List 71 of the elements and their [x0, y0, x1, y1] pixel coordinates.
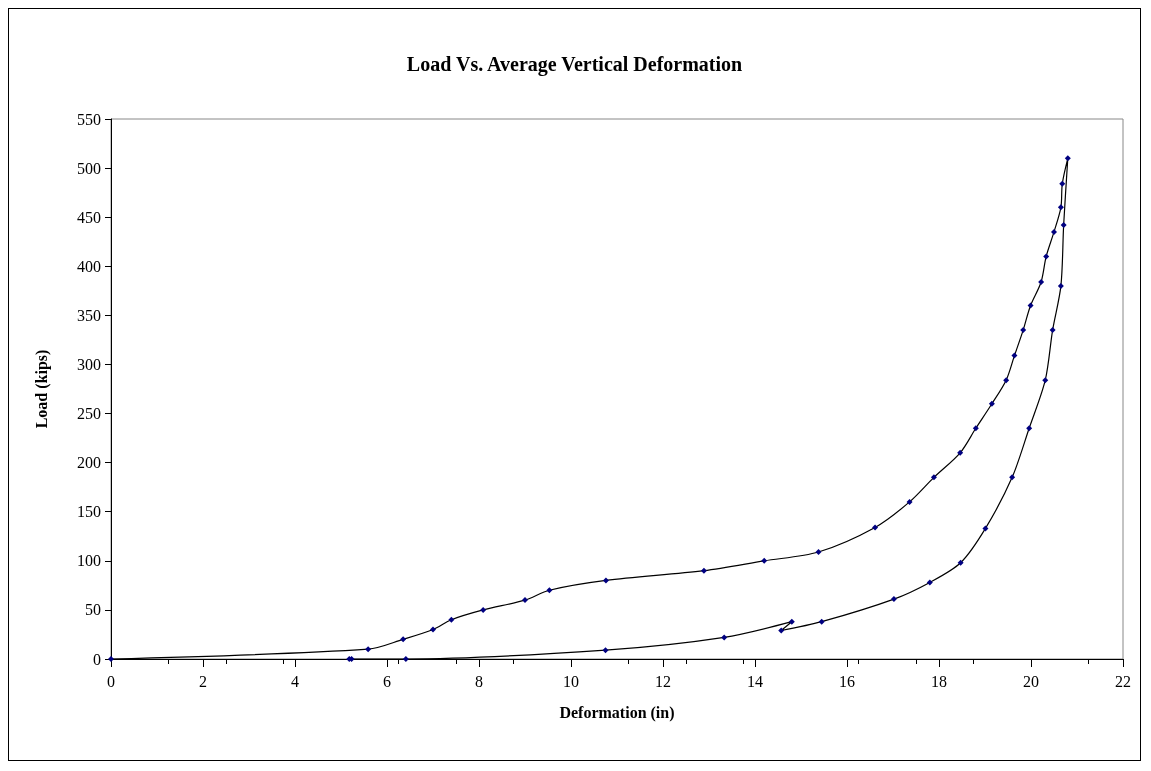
y-tick-label: 0	[93, 650, 101, 668]
point	[108, 656, 114, 662]
y-tick-label: 300	[77, 355, 101, 373]
y-tick-label: 150	[77, 503, 101, 521]
x-tick-label: 12	[655, 672, 671, 690]
x-tick-label: 4	[291, 672, 299, 690]
point	[602, 577, 609, 584]
point	[700, 567, 707, 574]
x-tick-label: 14	[747, 672, 763, 690]
point	[1038, 278, 1045, 285]
point	[1064, 155, 1071, 162]
x-axis-title: Deformation (in)	[559, 703, 675, 722]
point	[890, 596, 897, 603]
x-tick-label: 0	[107, 672, 115, 690]
point	[1057, 282, 1064, 289]
point	[1060, 222, 1067, 229]
point	[448, 616, 455, 623]
y-tick-label: 500	[77, 159, 101, 177]
point	[988, 400, 995, 407]
point	[1003, 377, 1010, 384]
point	[761, 557, 768, 564]
point	[1059, 180, 1066, 187]
point	[1042, 377, 1049, 384]
x-tick-label: 20	[1023, 672, 1039, 690]
point	[721, 634, 728, 641]
x-tick-label: 2	[199, 672, 207, 690]
point	[930, 474, 937, 481]
point	[546, 587, 553, 594]
point	[815, 548, 822, 555]
x-tick-label: 22	[1115, 672, 1131, 690]
x-tick-label: 8	[475, 672, 483, 690]
point	[926, 579, 933, 586]
point	[872, 524, 879, 531]
y-tick-label: 250	[77, 405, 101, 423]
point	[1009, 474, 1016, 481]
x-tick-label: 6	[383, 672, 391, 690]
point	[480, 606, 487, 613]
point	[1051, 228, 1057, 235]
point	[1020, 327, 1027, 334]
point	[402, 656, 409, 662]
y-axis-title: Load (kips)	[32, 349, 51, 429]
point	[1057, 204, 1064, 211]
y-tick-label: 350	[77, 306, 101, 324]
point	[1049, 327, 1056, 334]
point	[957, 559, 964, 566]
y-tick-label: 100	[77, 552, 101, 570]
point	[522, 597, 528, 604]
y-tick-label: 50	[85, 601, 101, 619]
point	[1043, 253, 1050, 260]
point	[957, 449, 964, 456]
x-tick-label: 10	[563, 672, 579, 690]
point	[1026, 425, 1033, 432]
point	[982, 525, 989, 532]
point	[778, 627, 785, 634]
point	[602, 647, 609, 654]
x-tick-label: 18	[931, 672, 947, 690]
point	[788, 618, 795, 625]
y-tick-label: 400	[77, 257, 101, 275]
point	[1011, 352, 1018, 359]
point	[430, 626, 436, 633]
y-tick-label: 550	[77, 110, 101, 128]
point	[906, 498, 913, 505]
y-tick-label: 450	[77, 208, 101, 226]
point	[400, 636, 407, 643]
x-tick-label: 16	[839, 672, 855, 690]
point	[818, 618, 825, 625]
point	[365, 646, 372, 653]
point	[1027, 302, 1034, 309]
point	[972, 425, 979, 432]
chart-title: Load Vs. Average Vertical Deformation	[406, 53, 743, 76]
y-tick-label: 200	[77, 454, 101, 472]
